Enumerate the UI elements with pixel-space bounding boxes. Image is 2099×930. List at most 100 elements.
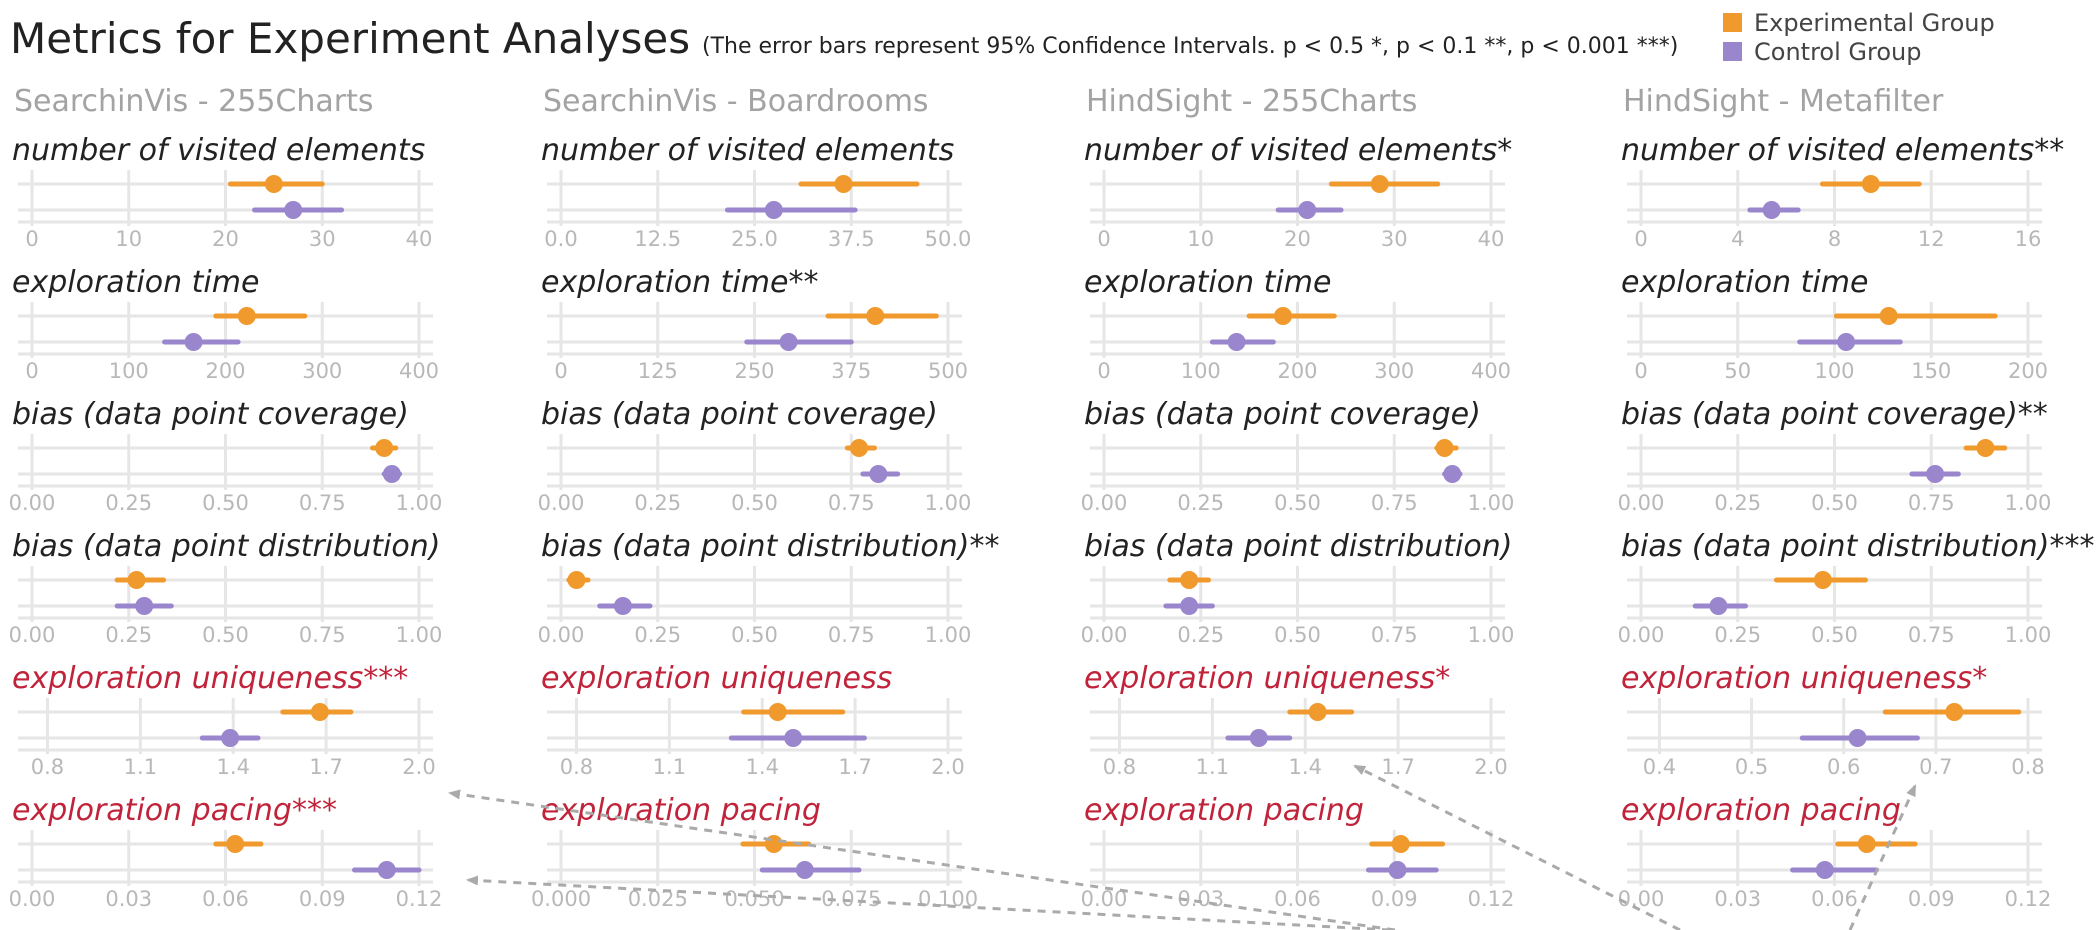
tick-label: 1.4 [1289,755,1322,779]
annotation-arrow [1848,784,1917,930]
control-point [869,465,888,483]
tick-label: 0 [554,359,567,383]
metric-label: bias (data point coverage) [12,397,409,432]
confidence-interval-note: (The error bars represent 95% Confidence… [702,34,1679,59]
panel-4: HindSight - Metafilter number of visited … [1618,84,2095,911]
metric-row: exploration time 0 100 200 300 400 [1084,265,1511,383]
control-point [382,465,401,483]
tick-label: 0.00 [538,623,585,647]
metric-row: exploration time** 0 125 250 375 500 [541,265,968,383]
tick-label: 0.12 [396,887,443,911]
tick-label: 1.1 [1196,755,1229,779]
metric-row: exploration time 0 50 100 150 200 [1621,265,2048,383]
tick-label: 0.5 [1735,755,1768,779]
experimental-point [1370,175,1389,193]
tick-label: 37.5 [828,227,875,251]
tick-label: 40 [1478,227,1505,251]
tick-label: 0.09 [1371,887,1418,911]
metric-row: exploration pacing 0.00 0.03 0.06 0.09 0.12 [1618,793,2052,911]
tick-label: 0.025 [628,887,688,911]
tick-label: 0.50 [1811,491,1858,515]
experimental-point [1813,571,1832,589]
control-point [1249,729,1268,747]
tick-label: 1.00 [925,491,972,515]
tick-label: 200 [1277,359,1317,383]
experimental-point [1879,307,1898,325]
tick-label: 0.7 [1919,755,1952,779]
metric-label: exploration pacing [1084,793,1364,828]
tick-label: 0.00 [1081,491,1128,515]
tick-label: 1.00 [2005,623,2052,647]
control-point [1709,597,1728,615]
tick-label: 0.00 [538,491,585,515]
tick-label: 0.12 [2005,887,2052,911]
tick-label: 1.00 [1468,623,1515,647]
control-point [1815,861,1834,879]
metric-label: number of visited elements [541,133,954,168]
tick-label: 0.50 [731,491,778,515]
tick-label: 400 [1471,359,1511,383]
control-point [764,201,783,219]
tick-label: 0 [25,227,38,251]
panel-3: HindSight - 255Charts number of visited e… [1081,84,1515,911]
tick-label: 0.050 [724,887,784,911]
tick-label: 2.0 [402,755,435,779]
legend-swatch-experimental [1723,13,1742,32]
panels-group: SearchinVis - 255Charts number of visited… [9,84,2095,911]
tick-label: 0.75 [828,623,875,647]
tick-label: 0 [1097,227,1110,251]
tick-label: 8 [1828,227,1841,251]
control-point [284,201,303,219]
control-point [1837,333,1856,351]
tick-label: 25.0 [731,227,778,251]
tick-label: 0.00 [9,623,56,647]
tick-label: 12.5 [634,227,681,251]
tick-label: 0.75 [1371,491,1418,515]
metric-row: bias (data point coverage) 0.00 0.25 0.50 0.… [538,397,972,515]
metric-row: bias (data point distribution) 0.00 0.25 0.… [9,529,443,647]
tick-label: 0.25 [634,491,681,515]
control-point [1388,861,1407,879]
metric-label: exploration uniqueness [541,661,892,696]
metric-label: bias (data point coverage) [1084,397,1481,432]
metric-label: exploration pacing [541,793,821,828]
tick-label: 0.50 [1274,623,1321,647]
tick-label: 100 [1181,359,1221,383]
experimental-point [226,835,245,853]
panel-2: SearchinVis - Boardrooms number of visite… [531,84,1000,911]
control-point [795,861,814,879]
experimental-point [264,175,283,193]
metric-label: exploration time [1084,265,1331,300]
tick-label: 1.00 [1468,491,1515,515]
tick-label: 10 [115,227,142,251]
tick-label: 0.09 [299,887,346,911]
annotation-arrow [1353,764,1681,930]
metric-row: exploration time 0 100 200 300 400 [12,265,439,383]
tick-label: 2.0 [1474,755,1507,779]
metric-label: exploration pacing [1621,793,1901,828]
legend-item-control: Control Group [1723,37,1995,66]
experimental-point [1861,175,1880,193]
metric-label: bias (data point distribution)*** [1621,529,2094,564]
control-point [1180,597,1199,615]
tick-label: 16 [2015,227,2042,251]
metric-row: bias (data point coverage) 0.00 0.25 0.50 0.… [1081,397,1515,515]
tick-label: 0.75 [299,623,346,647]
tick-label: 0.00 [1081,887,1128,911]
tick-label: 0.25 [1177,623,1224,647]
tick-label: 1.00 [925,623,972,647]
tick-label: 0.50 [202,623,249,647]
tick-label: 0.03 [105,887,152,911]
metric-row: bias (data point coverage)** 0.00 0.25 0.50… [1618,397,2052,515]
tick-label: 0.00 [1618,491,1665,515]
metric-label: exploration time** [541,265,818,300]
tick-label: 0.000 [531,887,591,911]
control-point [1298,201,1317,219]
legend-swatch-control [1723,42,1742,61]
metric-label: number of visited elements* [1084,133,1512,168]
panel-title: SearchinVis - Boardrooms [543,84,929,119]
page-title: Metrics for Experiment Analyses [10,14,691,63]
metric-row: bias (data point distribution) 0.00 0.25 0.… [1081,529,1515,647]
control-point [221,729,240,747]
